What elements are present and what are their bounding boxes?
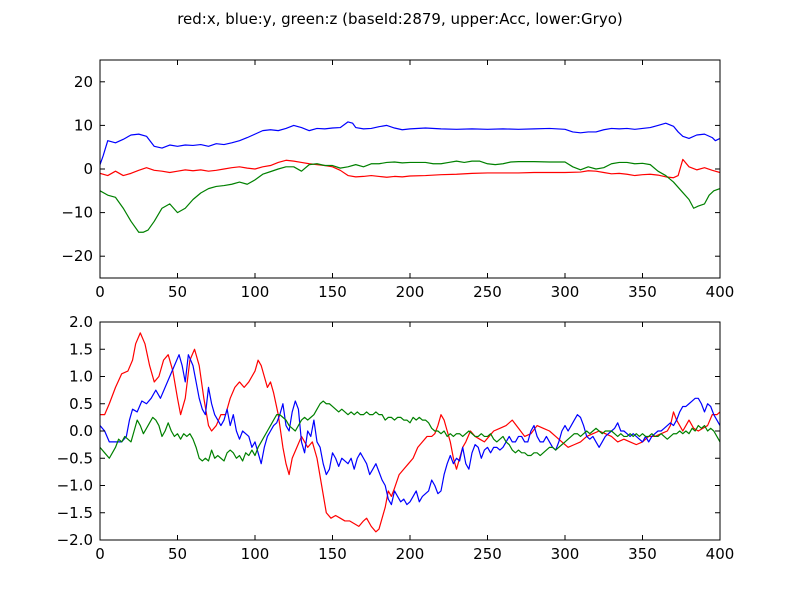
upper-panel-acc: 0 50 100 150 200 250 300 350 400 −20 −10 0 10 20 [61,59,735,301]
lower-y-tick-label: 1.0 [69,368,93,386]
lower-y-tick-label: −0.5 [57,449,93,467]
upper-x-tick-label: 200 [396,283,425,301]
upper-x-tick-label: 300 [551,283,580,301]
lower-x-tick-label: 100 [241,545,270,563]
lower-y-tick-label: −2.0 [57,531,93,549]
upper-y-tick-label: 20 [74,73,93,91]
upper-x-tick-label: 150 [318,283,347,301]
upper-y-tick-label: 10 [74,116,93,134]
upper-x-tick-label: 100 [241,283,270,301]
lower-y-tick-label: 1.5 [69,340,93,358]
upper-series-x-line [100,158,720,179]
lower-x-tick-label: 0 [95,545,105,563]
upper-y-tick-label: −20 [61,247,93,265]
upper-x-tick-label: 0 [95,283,105,301]
chart-title: red:x, blue:y, green:z (baseId:2879, upp… [177,10,623,28]
lower-y-tick-label: −1.5 [57,504,93,522]
lower-x-tick-label: 300 [551,545,580,563]
upper-x-tick-label: 50 [168,283,187,301]
lower-x-tick-label: 350 [628,545,657,563]
lower-y-tick-label: 2.0 [69,313,93,331]
upper-series-z-line [100,160,720,233]
lower-series-y-line [100,354,720,506]
lower-series-z-line [100,400,720,462]
upper-y-tick-label: 0 [83,160,93,178]
lower-x-tick-label: 200 [396,545,425,563]
lower-x-tick-label: 400 [706,545,735,563]
upper-x-tick-label: 400 [706,283,735,301]
lower-x-tick-label: 150 [318,545,347,563]
lower-y-tick-label: −1.0 [57,477,93,495]
upper-x-tick-label: 350 [628,283,657,301]
lower-x-tick-label: 50 [168,545,187,563]
lower-y-tick-label: 0.5 [69,395,93,413]
lower-panel-gyro: 0 50 100 150 200 250 300 350 400 −2.0 −1.5 −1.0 −0.5… [57,313,735,563]
upper-series-y-line [100,121,720,165]
lower-y-tick-label: 0.0 [69,422,93,440]
upper-x-tick-label: 250 [473,283,502,301]
lower-x-tick-label: 250 [473,545,502,563]
upper-y-tick-label: −10 [61,204,93,222]
